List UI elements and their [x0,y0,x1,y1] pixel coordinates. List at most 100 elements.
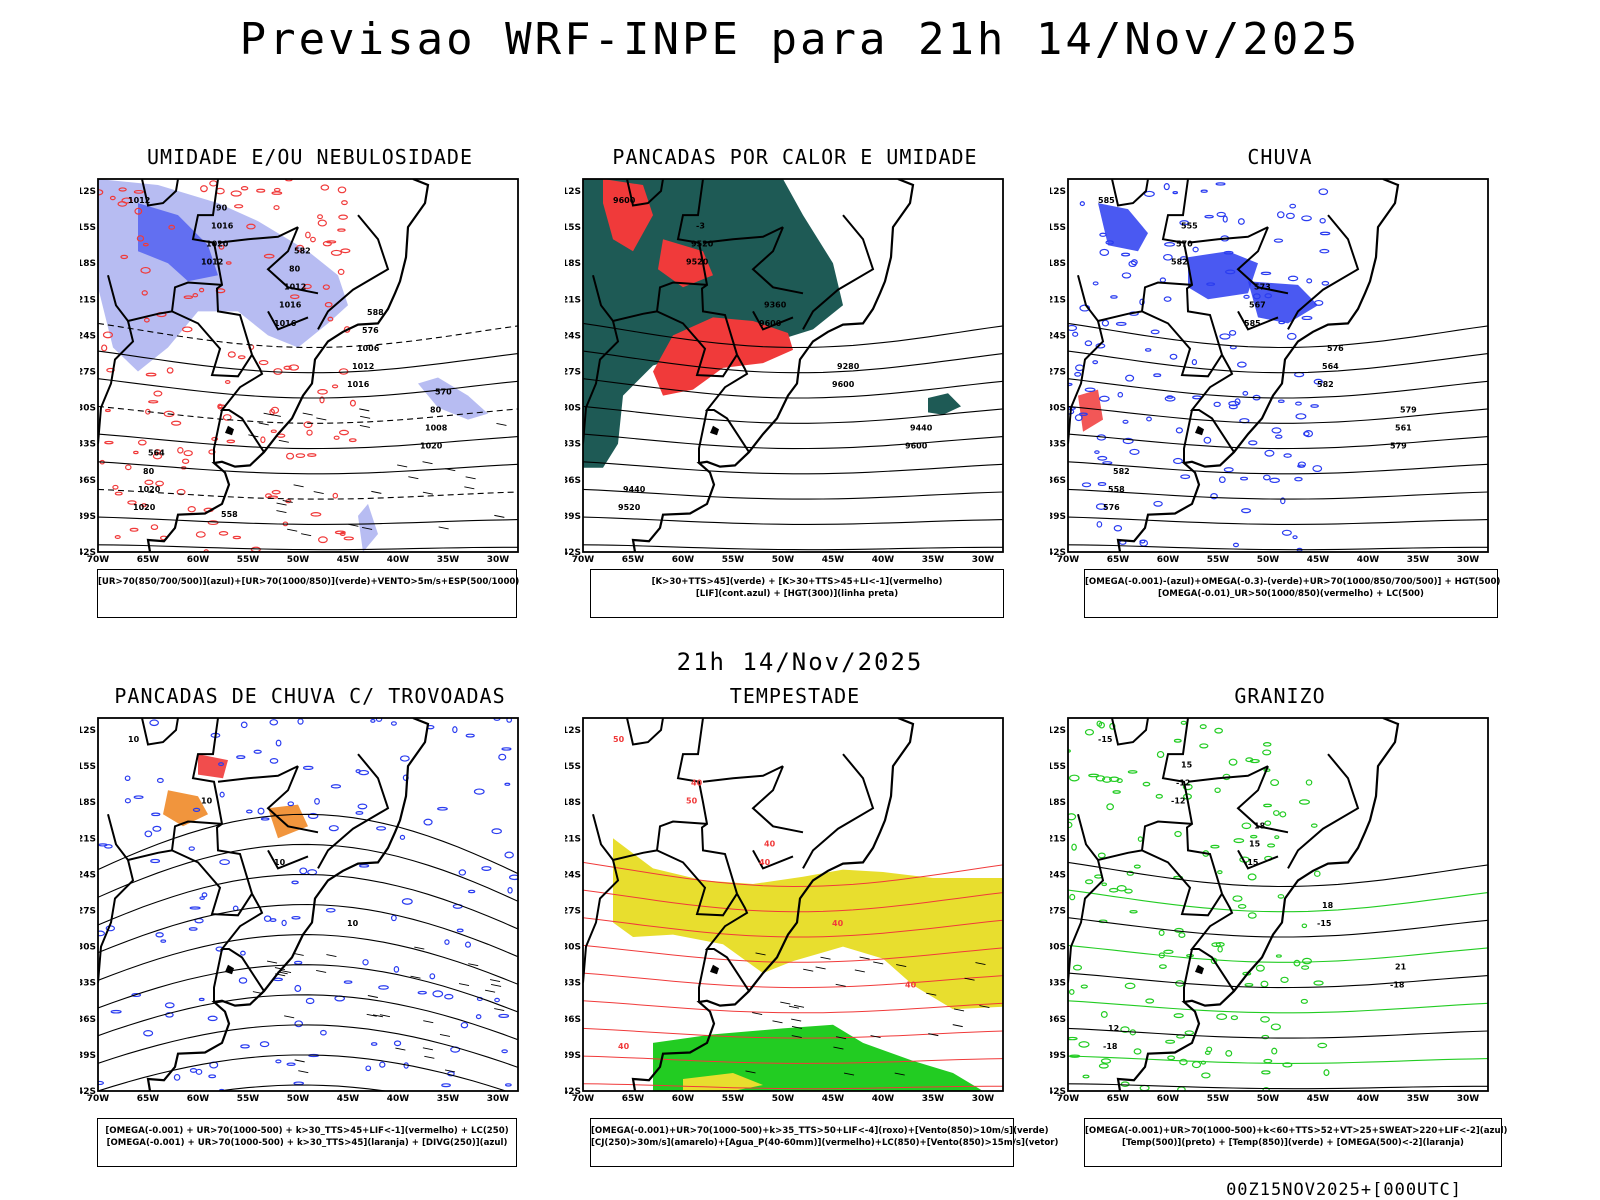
lat-tick-label: 27S [1050,368,1066,378]
contour-speckle [460,1021,469,1029]
contour-speckle [318,536,328,544]
wind-vector [362,527,373,530]
lat-tick-label: 30S [80,404,96,414]
contour-speckle [1204,1050,1211,1055]
contour-speckle [1191,359,1198,366]
contour-speckle [1068,774,1080,782]
contour-speckle [114,534,121,540]
isoline [583,350,1003,374]
contour-speckle [417,990,427,995]
wind-vector [843,1072,855,1076]
contour-speckle [1098,1063,1109,1069]
lat-tick-label: 24S [1050,331,1066,341]
wind-vector [367,995,378,998]
contour-speckle [1139,539,1146,544]
contour-speckle [120,254,129,260]
contour-speckle [283,365,292,370]
lat-tick-label: 27S [80,907,96,917]
isoline [583,1027,1003,1039]
country-border [1287,753,1360,869]
coastline [146,718,430,1091]
contour-speckle [1301,215,1312,222]
contour-label: 1016 [211,221,234,230]
caption-line: [K>30+TTS>45](verde) + [K>30+TTS>45+LI<-… [651,577,943,587]
contour-speckle [299,867,308,875]
lat-tick-label: 27S [565,907,581,917]
country-border [1236,765,1289,834]
isoline [583,1111,1003,1114]
caption-line: [OMEGA(-0.001) + UR>70(1000-500) + k>30_… [106,1138,508,1148]
contour-speckle [337,228,346,232]
wind-vector [276,502,287,506]
contour-speckle [1129,910,1138,914]
wind-vector [438,526,449,530]
contour-speckle [1262,749,1272,756]
country-border [656,849,738,917]
lat-tick-label: 30S [1050,943,1066,953]
lon-tick-label: 30W [972,555,995,565]
contour-speckle [1271,1047,1278,1055]
contour-label: 40 [691,778,703,787]
contour-speckle [1247,873,1257,881]
lon-tick-label: 50W [287,555,310,565]
isoline [98,994,518,1041]
contour-speckle [1068,1036,1078,1041]
contour-speckle [1084,387,1096,393]
lat-tick-label: 18S [565,798,581,808]
contour-speckle [1084,879,1094,885]
wind-vector [859,956,870,960]
lon-tick-label: 40W [872,555,895,565]
contour-speckle [1120,1026,1130,1033]
lon-tick-label: 70W [572,1094,595,1104]
contour-speckle [432,990,444,998]
caption-tempestade: [OMEGA(-0.001)+UR>70(1000-500)+k>35_TTS>… [590,1118,1058,1167]
country-border [698,948,708,1002]
wind-vector [359,424,370,428]
contour-speckle [319,396,325,404]
contour-label: 9600 [905,442,928,451]
lat-tick-label: 33S [80,979,96,989]
country-border [1187,226,1269,244]
contour-label: 1006 [357,344,380,353]
contour-speckle [393,965,400,973]
contour-speckle [1142,781,1151,787]
country-border [107,275,223,323]
caption-line: [OMEGA(-0.001)+UR>70(1000-500)+k>35_TTS>… [591,1126,1049,1136]
contour-speckle [1301,965,1310,970]
panel-tempestade: TEMPESTADE 50 50 40 40 40 40 40 40 12S 15S 18S 21S 2… [565,684,1025,1164]
contour-speckle [317,388,328,395]
country-border [98,859,135,983]
contour-speckle [355,769,361,774]
lagoon-mirim [225,425,234,436]
wind-vector [791,1035,802,1038]
lon-tick-label: 55W [722,555,745,565]
contour-speckle [330,249,342,256]
wind-vector [494,1008,505,1012]
contour-label: 10 [201,796,213,805]
contour-speckle [375,718,383,722]
contour-speckle [1285,212,1295,220]
lon-tick-label: 35W [1407,1094,1430,1104]
contour-speckle [208,1074,217,1079]
contour-speckle [310,512,322,517]
contour-speckle [183,450,193,457]
contour-label: -18 [1103,1042,1118,1051]
lat-tick-label: 30S [565,404,581,414]
map-layers: 1012 1012 1016 1016 1020 1020 1020 1016 1012 1008… [98,179,518,552]
field-shading [358,503,378,552]
country-border [213,409,223,463]
contour-speckle [1264,449,1275,457]
contour-speckle [1096,521,1103,528]
wind-vector [294,1059,305,1063]
contour-speckle [357,803,368,810]
country-border [1187,765,1269,783]
wind-vector [263,412,274,416]
contour-speckle [1100,1058,1112,1064]
country-border [1111,718,1149,746]
country-border [141,718,179,746]
lat-tick-label: 15S [565,762,581,772]
contour-speckle [1184,1030,1195,1036]
lat-tick-label: 24S [565,870,581,880]
run-stamp: 00Z15NOV2025+[000UTC] [1226,1180,1462,1200]
contour-label: 558 [221,510,238,519]
